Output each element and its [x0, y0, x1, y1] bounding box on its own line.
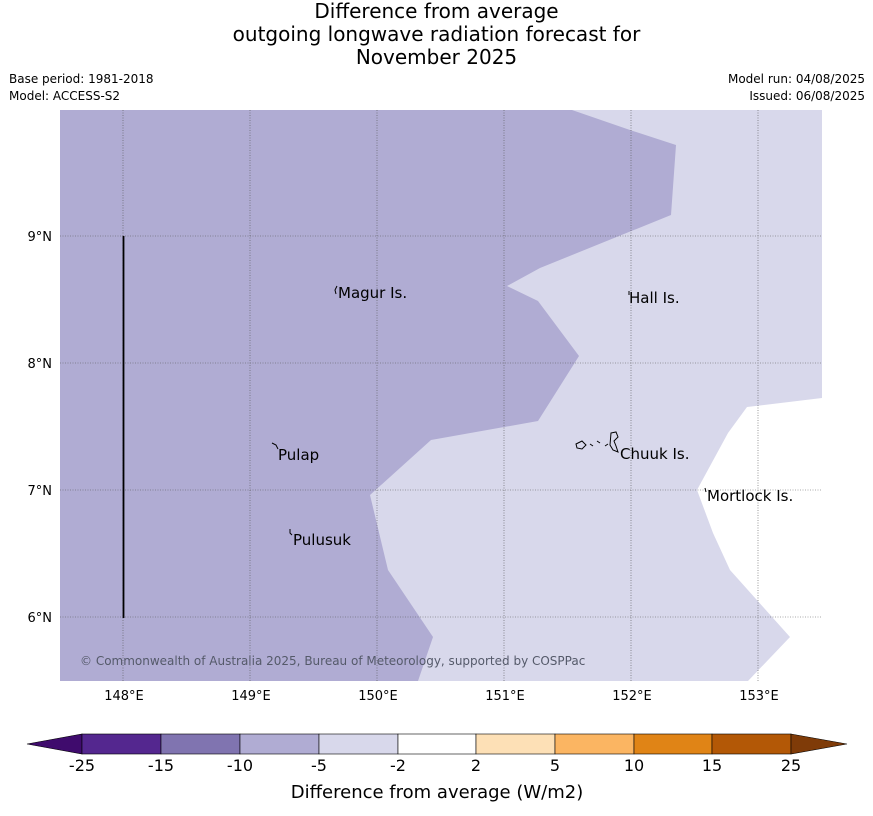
colorbar-seg-3	[239, 733, 320, 755]
title-line-2: outgoing longwave radiation forecast for	[232, 22, 641, 46]
cb-tick-4: -5	[311, 756, 327, 775]
colorbar-seg-7	[554, 733, 635, 755]
colorbar-ticks: -25 -15 -10 -5 -2 2 5 10 15 25	[69, 756, 801, 775]
place-hall: Hall Is.	[629, 289, 680, 307]
y-tick-9n: 9°N	[28, 230, 53, 245]
x-tick-150: 150°E	[358, 689, 398, 704]
x-tick-153: 153°E	[739, 689, 779, 704]
y-tick-7n: 7°N	[28, 484, 53, 499]
x-tick-148: 148°E	[104, 689, 144, 704]
place-chuuk: Chuuk Is.	[620, 445, 689, 463]
base-period: Base period: 1981-2018	[9, 72, 154, 86]
cb-tick-1: -25	[69, 756, 95, 775]
y-tick-8n: 8°N	[28, 357, 53, 372]
chart-title: Difference from average outgoing longwav…	[0, 0, 873, 69]
map-area: Magur Is. Hall Is. Pulap Chuuk Is. Mortl…	[60, 110, 822, 681]
colorbar-extend-low	[26, 733, 83, 755]
colorbar-seg-6	[475, 733, 556, 755]
cb-tick-7: 5	[550, 756, 560, 775]
x-tick-151: 151°E	[485, 689, 525, 704]
y-tick-6n: 6°N	[28, 611, 53, 626]
title-line-1: Difference from average	[314, 0, 559, 23]
cb-tick-10: 25	[781, 756, 801, 775]
colorbar-seg-2	[160, 733, 241, 755]
issued-date: Issued: 06/08/2025	[749, 89, 865, 103]
colorbar: -25 -15 -10 -5 -2 2 5 10 15 25 Differenc…	[26, 733, 848, 803]
place-mortlock: Mortlock Is.	[707, 487, 793, 505]
colorbar-seg-8	[633, 733, 713, 755]
cb-tick-3: -10	[227, 756, 253, 775]
x-axis-ticks: 148°E 149°E 150°E 151°E 152°E 153°E	[104, 689, 779, 704]
colorbar-seg-9	[711, 733, 792, 755]
colorbar-seg-4	[318, 733, 399, 755]
model-run: Model run: 04/08/2025	[727, 72, 865, 86]
cb-tick-8: 10	[624, 756, 644, 775]
x-tick-149: 149°E	[231, 689, 271, 704]
cb-tick-9: 15	[702, 756, 722, 775]
colorbar-label: Difference from average (W/m2)	[291, 782, 583, 803]
copyright-credit: © Commonwealth of Australia 2025, Bureau…	[80, 654, 585, 668]
meta-right: Model run: 04/08/2025 Issued: 06/08/2025	[728, 71, 865, 105]
title-line-3: November 2025	[355, 45, 518, 69]
cb-tick-6: 2	[471, 756, 481, 775]
place-pulap: Pulap	[278, 446, 319, 464]
meta-left: Base period: 1981-2018 Model: ACCESS-S2	[9, 71, 154, 105]
colorbar-extend-high	[790, 733, 848, 755]
island-outlines	[271, 285, 707, 536]
place-pulusuk: Pulusuk	[293, 531, 351, 549]
cb-tick-2: -15	[148, 756, 174, 775]
y-axis-ticks: 9°N 8°N 7°N 6°N	[28, 230, 53, 626]
colorbar-seg-5	[397, 733, 477, 755]
cb-tick-5: -2	[390, 756, 406, 775]
model-name: Model: ACCESS-S2	[9, 89, 121, 103]
band-minus10-to-minus5	[60, 110, 676, 681]
colorbar-seg-1	[81, 733, 162, 755]
x-tick-152: 152°E	[612, 689, 652, 704]
place-magur: Magur Is.	[338, 284, 407, 302]
